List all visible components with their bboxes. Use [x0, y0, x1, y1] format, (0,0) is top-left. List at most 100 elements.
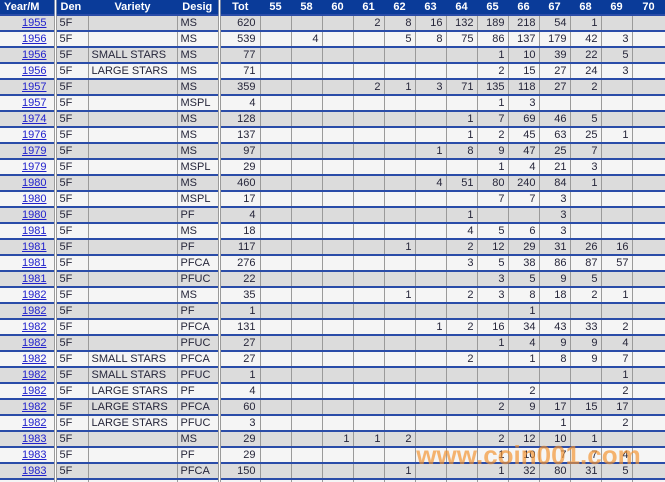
table-row: 1981 5F PFUC 22 3 5 9 5 — [0, 271, 665, 288]
grade-count-cell-60 — [322, 31, 354, 48]
grade-count-cell-61 — [353, 351, 385, 368]
year-link[interactable]: 1979 — [22, 145, 47, 157]
variety-cell — [88, 463, 178, 480]
grade-count-cell-66: 6 — [508, 223, 540, 240]
year-link[interactable]: 1956 — [22, 65, 47, 77]
grade-count-cell-61 — [353, 303, 385, 320]
total-cell: 29 — [219, 159, 261, 176]
grade-count-cell-58 — [291, 271, 323, 288]
year-link[interactable]: 1955 — [22, 17, 47, 29]
year-cell: 1982 — [0, 319, 57, 336]
year-cell: 1974 — [0, 111, 57, 128]
grade-count-cell-65 — [477, 415, 509, 432]
year-link[interactable]: 1982 — [22, 289, 47, 301]
grade-count-cell-64 — [446, 95, 478, 112]
grade-count-cell-67: 1 — [539, 415, 571, 432]
year-link[interactable]: 1982 — [22, 353, 47, 365]
grade-count-cell-64 — [446, 431, 478, 448]
grade-count-cell-68: 15 — [570, 399, 602, 416]
grade-count-cell-63 — [415, 335, 447, 352]
desig-cell: PF — [177, 447, 221, 464]
desig-cell: PFUC — [177, 271, 221, 288]
grade-count-cell-60 — [322, 399, 354, 416]
grade-count-cell-55 — [260, 111, 292, 128]
grade-count-cell-68 — [570, 415, 602, 432]
year-link[interactable]: 1956 — [22, 33, 47, 45]
year-link[interactable]: 1979 — [22, 161, 47, 173]
year-link[interactable]: 1982 — [22, 305, 47, 317]
year-link[interactable]: 1982 — [22, 417, 47, 429]
grade-count-cell-67: 27 — [539, 79, 571, 96]
year-link[interactable]: 1981 — [22, 273, 47, 285]
grade-count-cell-64 — [446, 335, 478, 352]
grade-count-cell-69 — [601, 79, 633, 96]
den-cell: 5F — [55, 271, 89, 288]
year-link[interactable]: 1983 — [22, 449, 47, 461]
grade-count-cell-63 — [415, 127, 447, 144]
variety-cell — [88, 335, 178, 352]
year-link[interactable]: 1982 — [22, 337, 47, 349]
grade-count-cell-62 — [384, 303, 416, 320]
year-link[interactable]: 1980 — [22, 209, 47, 221]
grade-count-cell-64: 2 — [446, 287, 478, 304]
variety-cell — [88, 31, 178, 48]
column-header-65: 65 — [477, 0, 508, 16]
grade-count-cell-68: 22 — [570, 47, 602, 64]
year-link[interactable]: 1983 — [22, 433, 47, 445]
grade-count-cell-55 — [260, 239, 292, 256]
grade-count-cell-70 — [632, 415, 665, 432]
grade-count-cell-70 — [632, 31, 665, 48]
grade-count-cell-62 — [384, 95, 416, 112]
grade-count-cell-68: 1 — [570, 175, 602, 192]
year-link[interactable]: 1956 — [22, 49, 47, 61]
year-link[interactable]: 1982 — [22, 401, 47, 413]
grade-count-cell-66: 218 — [508, 15, 540, 32]
year-link[interactable]: 1982 — [22, 369, 47, 381]
grade-count-cell-68: 7 — [570, 447, 602, 464]
column-header-tot: Tot — [219, 0, 260, 16]
year-link[interactable]: 1981 — [22, 241, 47, 253]
year-link[interactable]: 1957 — [22, 97, 47, 109]
year-link[interactable]: 1957 — [22, 81, 47, 93]
grade-count-cell-64 — [446, 191, 478, 208]
year-link[interactable]: 1976 — [22, 129, 47, 141]
grade-count-cell-62 — [384, 335, 416, 352]
grade-count-cell-69: 4 — [601, 447, 633, 464]
year-link[interactable]: 1982 — [22, 321, 47, 333]
empty-cell — [508, 479, 540, 482]
year-link[interactable]: 1981 — [22, 225, 47, 237]
empty-cell — [88, 479, 178, 482]
year-link[interactable]: 1983 — [22, 465, 47, 477]
grade-count-cell-67: 3 — [539, 223, 571, 240]
grade-count-cell-61 — [353, 463, 385, 480]
year-link[interactable]: 1981 — [22, 257, 47, 269]
grade-count-cell-62 — [384, 319, 416, 336]
year-link[interactable]: 1980 — [22, 193, 47, 205]
year-link[interactable]: 1982 — [22, 385, 47, 397]
grade-count-cell-68: 2 — [570, 79, 602, 96]
grade-count-cell-61 — [353, 415, 385, 432]
grade-count-cell-64 — [446, 367, 478, 384]
grade-count-cell-58 — [291, 399, 323, 416]
column-header-58: 58 — [291, 0, 322, 16]
grade-count-cell-55 — [260, 383, 292, 400]
desig-cell: MSPL — [177, 159, 221, 176]
grade-count-cell-67: 10 — [539, 431, 571, 448]
grade-count-cell-63 — [415, 431, 447, 448]
grade-count-cell-55 — [260, 15, 292, 32]
grade-count-cell-55 — [260, 159, 292, 176]
total-cell: 150 — [219, 463, 261, 480]
grade-count-cell-70 — [632, 143, 665, 160]
year-link[interactable]: 1974 — [22, 113, 47, 125]
variety-cell — [88, 79, 178, 96]
grade-count-cell-69: 1 — [601, 287, 633, 304]
grade-count-cell-68: 9 — [570, 351, 602, 368]
empty-cell — [477, 479, 509, 482]
year-link[interactable]: 1980 — [22, 177, 47, 189]
total-cell: 97 — [219, 143, 261, 160]
grade-count-cell-60 — [322, 271, 354, 288]
grade-count-cell-67: 43 — [539, 319, 571, 336]
grade-count-cell-55 — [260, 335, 292, 352]
grade-count-cell-67 — [539, 383, 571, 400]
grade-count-cell-69 — [601, 15, 633, 32]
